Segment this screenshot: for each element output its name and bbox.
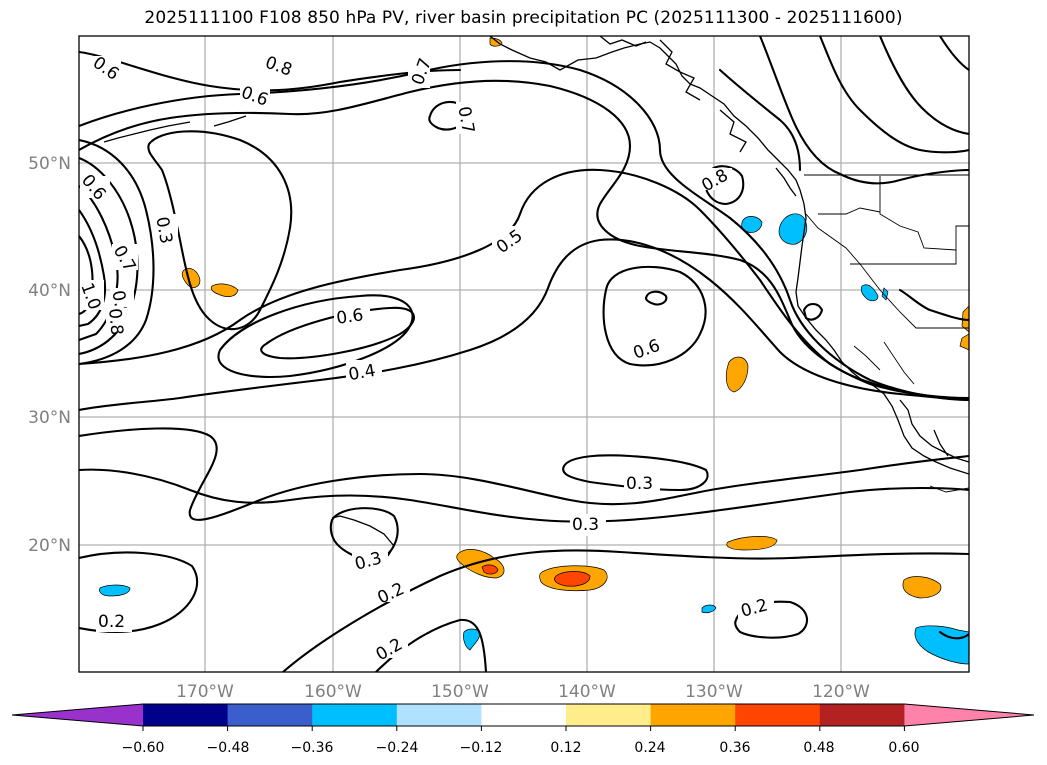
- lat-label: 50°N: [28, 154, 71, 174]
- lon-label: 170°W: [176, 682, 234, 702]
- pv-contour: [79, 468, 969, 523]
- precip-blob-neg: [778, 213, 808, 245]
- pv-contour: [562, 454, 709, 492]
- precip-blob-neg: [860, 284, 879, 302]
- map-area: [79, 36, 969, 672]
- colorbar-tick-label: 0.12: [550, 740, 581, 756]
- contour-label: 0.6: [335, 305, 365, 329]
- contour-label: 0.7: [453, 105, 477, 135]
- pv-contour: [79, 60, 969, 402]
- pv-contour: [802, 302, 824, 321]
- precip-blob-pos: [959, 333, 969, 351]
- pv-contour: [898, 288, 969, 322]
- gridlines: [79, 36, 969, 672]
- colorbar-tick-label: 0.48: [803, 740, 834, 756]
- colorbar-swatch: [735, 704, 821, 726]
- lat-label: 30°N: [28, 408, 71, 428]
- colorbar-swatch: [566, 704, 652, 726]
- colorbar-tick-label: −0.36: [291, 740, 334, 756]
- pv-contour: [644, 290, 668, 306]
- pv-contour: [147, 130, 293, 331]
- precip-blob-red: [554, 571, 591, 587]
- colorbar-swatch: [143, 704, 229, 726]
- pv-contour: [79, 168, 969, 402]
- precip-blob-pos: [725, 356, 749, 393]
- lon-label: 120°W: [812, 682, 870, 702]
- colorbar-swatch: [396, 704, 482, 726]
- pv-contours: [79, 36, 969, 672]
- precip-blob-neg: [99, 584, 131, 597]
- precip-blob-neg: [914, 625, 969, 665]
- precip-blob-pos: [726, 536, 778, 551]
- contour-label: 0.4: [347, 361, 377, 385]
- colorbar-tick-label: 0.60: [888, 740, 919, 756]
- pv-contour: [602, 265, 707, 367]
- map-frame: [78, 35, 970, 673]
- pv-contour: [818, 36, 969, 154]
- lon-label: 160°W: [304, 682, 362, 702]
- map-title: 2025111100 F108 850 hPa PV, river basin …: [144, 8, 903, 28]
- colorbar: [11, 703, 1035, 731]
- colorbar-tick-label: −0.24: [376, 740, 419, 756]
- lat-label: 20°N: [28, 536, 71, 556]
- pv-contour: [79, 79, 969, 400]
- colorbar-tick-label: −0.12: [460, 740, 503, 756]
- pv-contour: [79, 50, 462, 92]
- pv-contour: [938, 36, 969, 72]
- lat-label: 40°N: [28, 281, 71, 301]
- colorbar-swatch: [481, 704, 567, 726]
- colorbar-labels: −0.60 −0.48 −0.36 −0.24 −0.12 0.12 0.24 …: [122, 740, 920, 756]
- colorbar-swatch: [819, 704, 905, 726]
- pv-contour: [758, 36, 969, 185]
- lon-label: 150°W: [431, 682, 489, 702]
- colorbar-swatch: [650, 704, 736, 726]
- lat-labels: 50°N 40°N 30°N 20°N: [28, 154, 71, 556]
- contour-label: 0.3: [151, 215, 175, 245]
- pv-contour: [79, 208, 107, 328]
- pv-contour: [718, 68, 802, 172]
- pv-contour: [878, 36, 969, 136]
- precip-blob-pos: [489, 37, 503, 47]
- lon-labels: 170°W 160°W 150°W 140°W 130°W 120°W: [176, 682, 870, 702]
- lon-label: 140°W: [558, 682, 616, 702]
- colorbar-tick-label: −0.48: [207, 740, 250, 756]
- colorbar-tick-label: 0.24: [634, 740, 665, 756]
- colorbar-extend-max: [904, 704, 1034, 726]
- pv-contour: [79, 427, 969, 521]
- pv-contour: [79, 238, 969, 412]
- colorbar-swatch: [227, 704, 313, 726]
- colorbar-extend-min: [12, 704, 143, 726]
- contour-label: 0.3: [572, 515, 599, 535]
- pv-contour: [938, 630, 969, 640]
- colorbar-tick-label: −0.60: [122, 740, 165, 756]
- precip-blob-neg: [463, 628, 481, 651]
- contour-label: 0.2: [98, 612, 125, 632]
- precip-blob-neg: [701, 604, 717, 614]
- contour-label: 0.8: [104, 307, 126, 336]
- colorbar-swatch: [312, 704, 398, 726]
- pv-contour: [704, 165, 745, 206]
- pv-contour: [281, 549, 969, 672]
- lon-label: 130°W: [685, 682, 743, 702]
- precip-blob-pos: [902, 576, 942, 599]
- contour-label: 0.3: [626, 474, 653, 494]
- precip-blob-pos: [210, 283, 239, 297]
- colorbar-tick-label: 0.36: [719, 740, 750, 756]
- precip-blob-red: [481, 564, 499, 575]
- pv-contour: [79, 138, 155, 366]
